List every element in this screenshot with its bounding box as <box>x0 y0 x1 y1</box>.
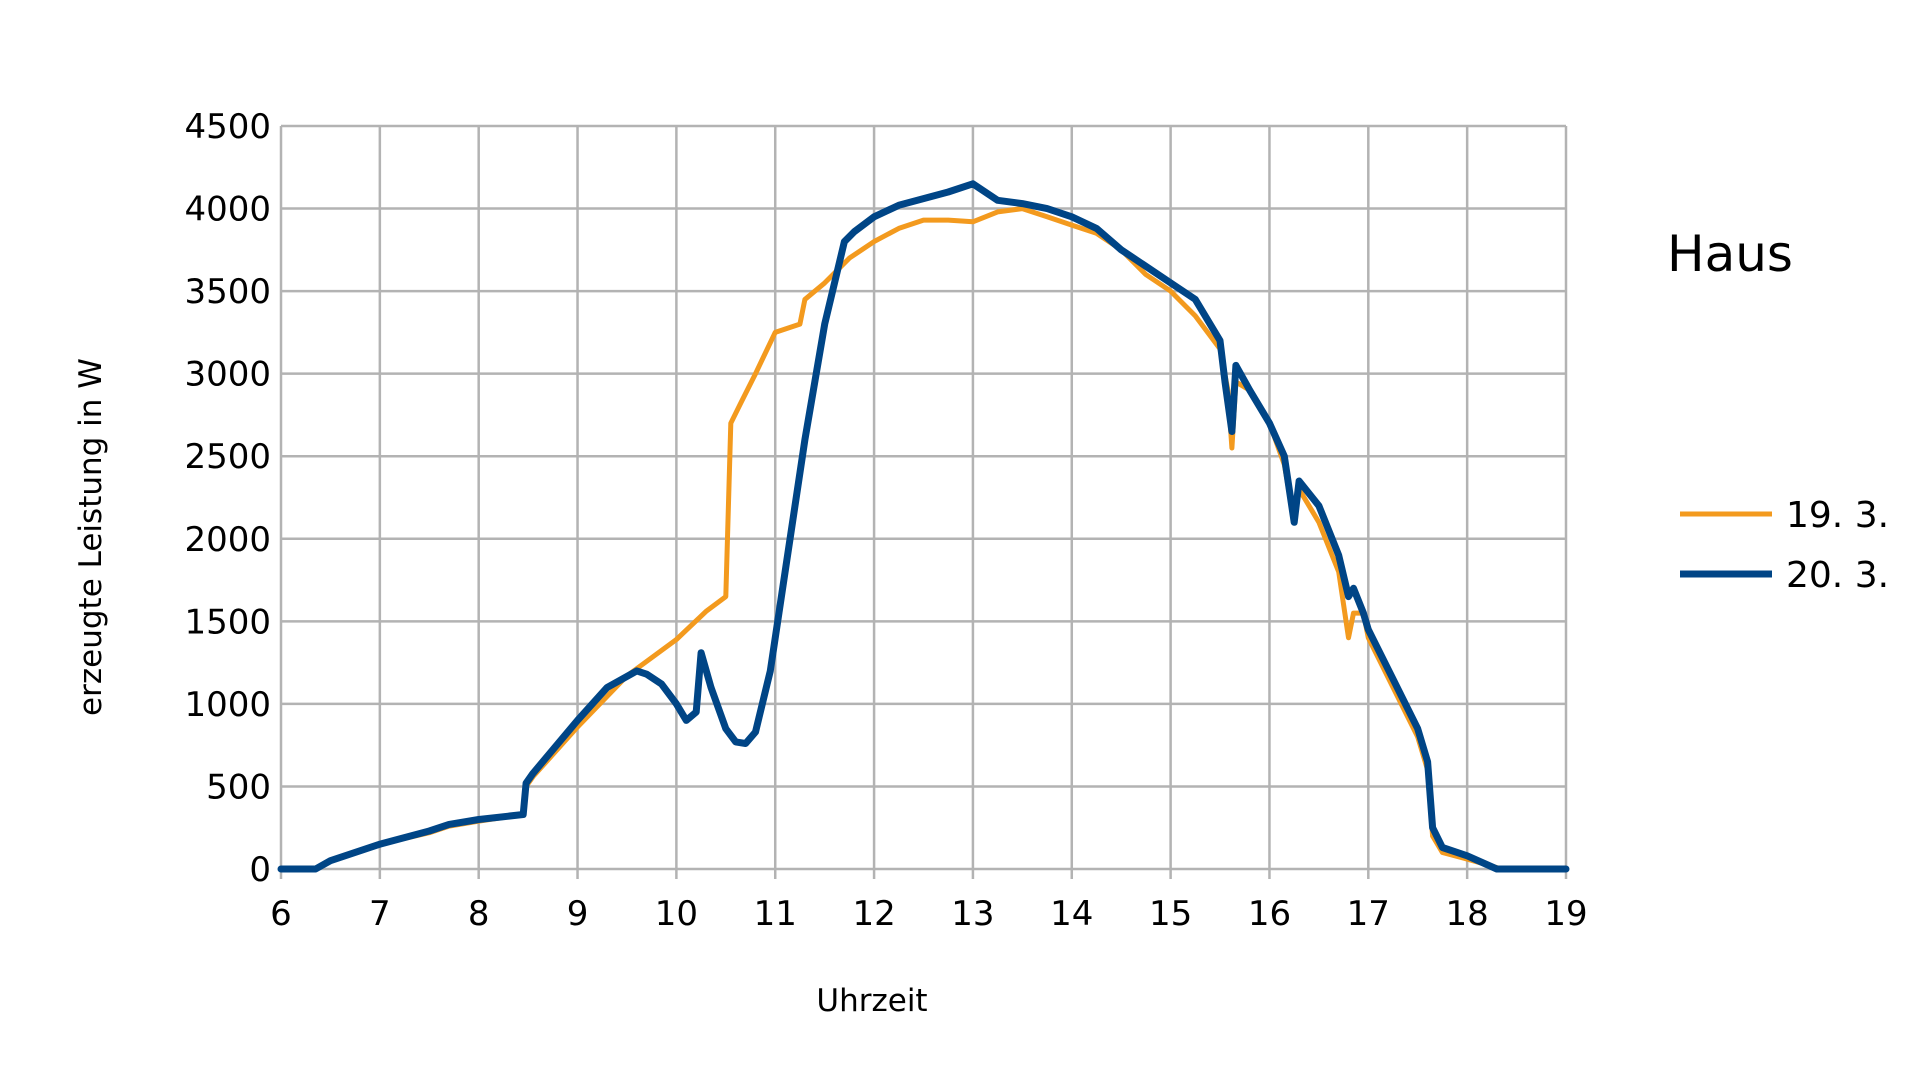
y-tick-label: 3000 <box>184 355 271 395</box>
legend-label-1: 19. 3. <box>1786 495 1889 536</box>
x-tick-label: 12 <box>852 894 895 934</box>
series-line-2 <box>277 180 1570 873</box>
x-tick-label: 19 <box>1544 894 1587 934</box>
y-tick-label: 2500 <box>184 437 271 477</box>
grid-lines <box>279 124 1568 879</box>
series-line-1 <box>278 206 1569 872</box>
y-tick-label: 1000 <box>184 685 271 725</box>
x-tick-label: 8 <box>468 894 490 934</box>
x-tick-label: 6 <box>270 894 292 934</box>
chart-title: Haus <box>1667 225 1793 283</box>
series-lines <box>277 180 1570 873</box>
y-tick-label: 2000 <box>184 520 271 560</box>
y-tick-label: 1500 <box>184 602 271 642</box>
x-axis-label: Uhrzeit <box>816 983 927 1019</box>
y-tick-label: 3500 <box>184 272 271 312</box>
x-tick-label: 15 <box>1149 894 1192 934</box>
legend-label-2: 20. 3. <box>1786 555 1889 596</box>
legend: 19. 3. 20. 3. <box>1680 495 1889 596</box>
y-tick-label: 0 <box>249 850 271 890</box>
y-tick-label: 4500 <box>184 107 271 147</box>
y-tick-label: 500 <box>206 767 271 807</box>
x-tick-labels: 6 7 8 9 10 11 12 13 14 15 16 17 18 19 <box>270 894 1587 934</box>
x-tick-label: 7 <box>369 894 391 934</box>
y-tick-label: 4000 <box>184 190 271 230</box>
y-tick-labels: 0 500 1000 1500 2000 2500 3000 3500 4000 4500 <box>184 107 271 890</box>
x-tick-label: 16 <box>1248 894 1291 934</box>
y-axis-label: erzeugte Leistung in W <box>73 358 109 716</box>
x-tick-label: 14 <box>1050 894 1093 934</box>
x-tick-label: 10 <box>655 894 698 934</box>
x-tick-label: 17 <box>1347 894 1390 934</box>
x-tick-label: 9 <box>567 894 589 934</box>
x-tick-label: 11 <box>754 894 797 934</box>
x-tick-label: 13 <box>951 894 994 934</box>
x-tick-label: 18 <box>1446 894 1489 934</box>
